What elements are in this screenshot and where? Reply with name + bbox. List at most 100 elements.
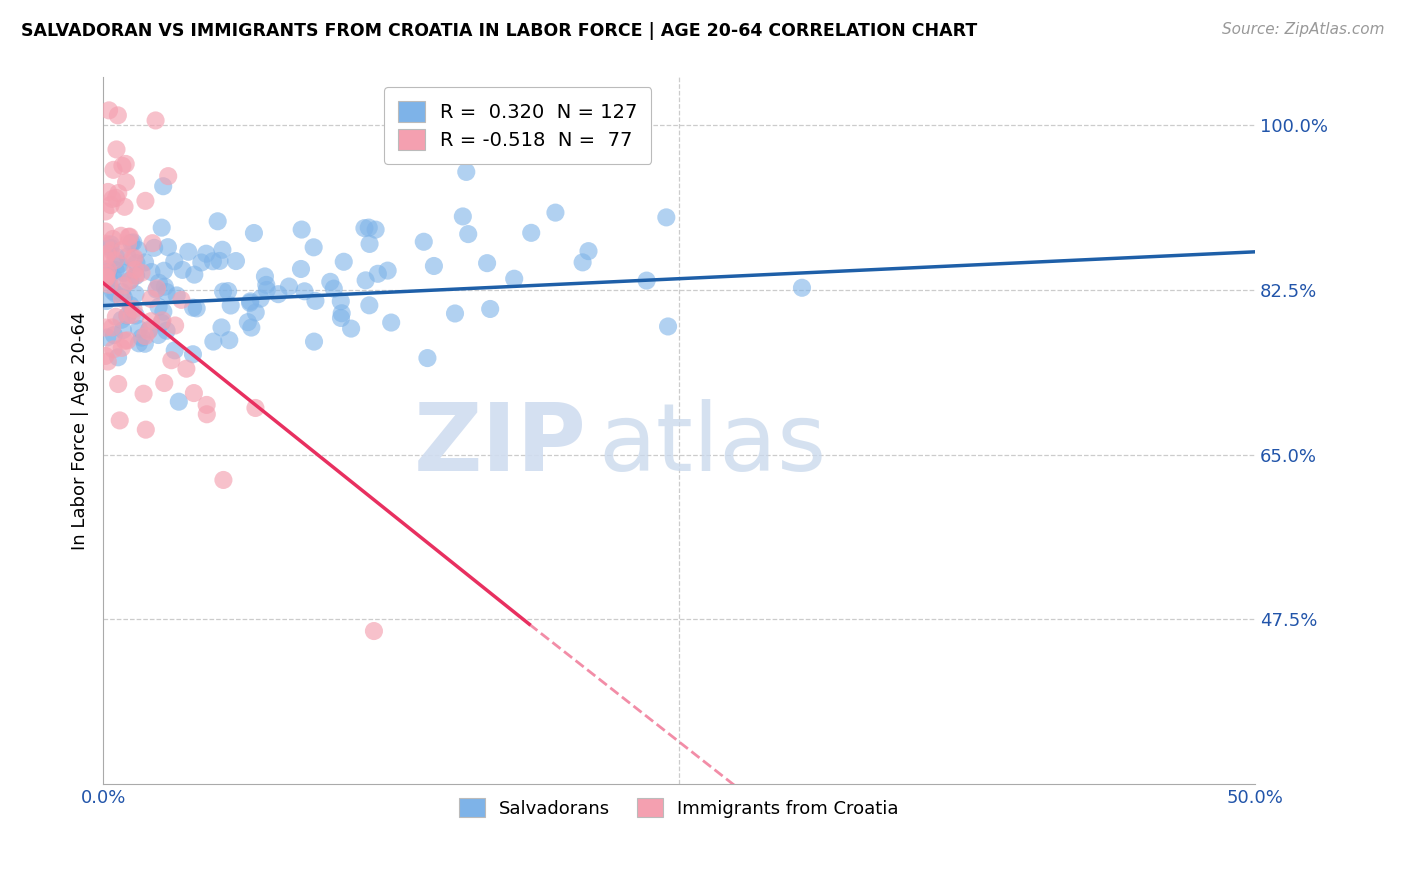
Point xyxy=(127,243,149,257)
Point xyxy=(139,292,162,306)
Point xyxy=(380,316,402,330)
Point xyxy=(121,308,143,322)
Point xyxy=(354,273,377,287)
Point xyxy=(167,394,190,409)
Point xyxy=(94,262,117,277)
Point xyxy=(302,334,325,349)
Point xyxy=(105,250,128,264)
Point xyxy=(183,386,205,401)
Point xyxy=(148,276,170,290)
Point xyxy=(94,271,117,285)
Point xyxy=(304,293,326,308)
Point xyxy=(120,273,142,287)
Point xyxy=(101,232,124,246)
Point xyxy=(195,398,218,412)
Point xyxy=(423,259,446,273)
Point xyxy=(103,271,125,285)
Point xyxy=(124,262,146,277)
Point xyxy=(114,157,136,171)
Point xyxy=(363,624,385,638)
Point xyxy=(117,308,139,322)
Point xyxy=(367,267,389,281)
Point xyxy=(190,255,212,269)
Point xyxy=(330,306,353,320)
Point xyxy=(148,328,170,343)
Point xyxy=(97,271,120,285)
Point xyxy=(146,281,169,295)
Point xyxy=(172,263,194,277)
Point xyxy=(117,309,139,323)
Point xyxy=(94,236,117,251)
Point xyxy=(186,301,208,316)
Point xyxy=(150,220,173,235)
Point xyxy=(122,302,145,317)
Point xyxy=(145,283,167,297)
Point xyxy=(160,353,183,368)
Point xyxy=(94,224,117,238)
Point xyxy=(141,236,163,251)
Point xyxy=(571,255,593,269)
Point xyxy=(120,298,142,312)
Point xyxy=(104,310,127,324)
Text: atlas: atlas xyxy=(599,399,827,491)
Point xyxy=(134,336,156,351)
Point xyxy=(239,294,262,309)
Point xyxy=(94,204,117,219)
Point xyxy=(183,268,205,282)
Point xyxy=(150,316,173,330)
Point xyxy=(153,376,176,390)
Point xyxy=(138,323,160,337)
Point xyxy=(96,330,118,344)
Point xyxy=(359,236,381,251)
Point xyxy=(97,354,120,368)
Point xyxy=(101,192,124,206)
Point xyxy=(103,162,125,177)
Point xyxy=(290,262,312,277)
Point xyxy=(121,251,143,265)
Point xyxy=(115,175,138,189)
Point xyxy=(319,275,342,289)
Point xyxy=(157,169,180,183)
Point xyxy=(103,343,125,357)
Point xyxy=(108,413,131,427)
Point xyxy=(340,321,363,335)
Point xyxy=(359,298,381,312)
Point xyxy=(117,250,139,264)
Point xyxy=(212,285,235,299)
Point xyxy=(107,186,129,200)
Point xyxy=(364,222,387,236)
Point xyxy=(101,284,124,298)
Point xyxy=(112,290,135,304)
Y-axis label: In Labor Force | Age 20-64: In Labor Force | Age 20-64 xyxy=(72,312,89,550)
Point xyxy=(111,285,134,299)
Point xyxy=(218,333,240,347)
Point xyxy=(249,292,271,306)
Point xyxy=(166,288,188,302)
Point xyxy=(636,274,658,288)
Point xyxy=(195,407,218,421)
Point xyxy=(118,229,141,244)
Point xyxy=(503,271,526,285)
Point xyxy=(790,281,813,295)
Point xyxy=(211,243,233,257)
Point xyxy=(101,320,124,334)
Point xyxy=(94,251,117,265)
Point xyxy=(152,304,174,318)
Point xyxy=(107,351,129,365)
Point xyxy=(104,263,127,277)
Point xyxy=(111,243,134,257)
Point xyxy=(145,113,167,128)
Point xyxy=(111,292,134,306)
Point xyxy=(98,277,121,292)
Point xyxy=(256,283,278,297)
Point xyxy=(134,255,156,269)
Point xyxy=(544,205,567,219)
Point xyxy=(124,287,146,301)
Point xyxy=(444,306,467,320)
Point xyxy=(103,328,125,343)
Point xyxy=(117,230,139,244)
Point xyxy=(111,159,134,173)
Text: Source: ZipAtlas.com: Source: ZipAtlas.com xyxy=(1222,22,1385,37)
Point xyxy=(143,241,166,255)
Point xyxy=(163,254,186,268)
